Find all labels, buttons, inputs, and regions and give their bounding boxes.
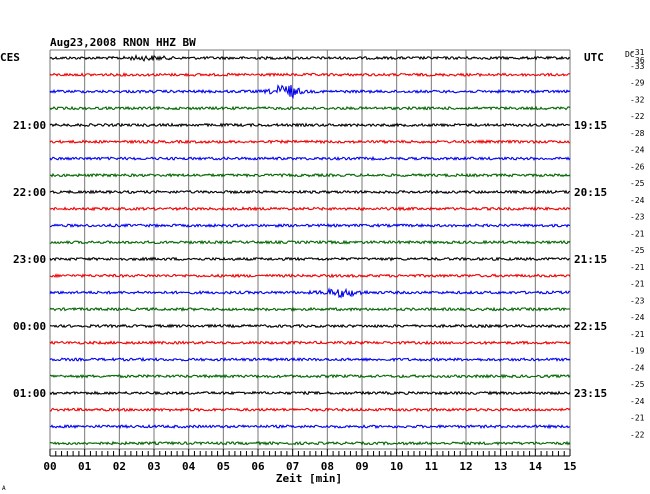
trace-line (49, 206, 571, 212)
chart-title: Aug23,2008 RNON HHZ BW (50, 36, 196, 49)
dc-offset-label: -28 (630, 129, 645, 138)
dc-offset-label: -19 (630, 347, 645, 356)
x-axis: 00 01 02 03 04 05 06 07 08 09 10 11 12 13 14 15 (43, 449, 577, 473)
right-time-label: 20:15 (574, 186, 607, 199)
left-time-label: 01:00 (13, 387, 46, 400)
dc-offset-label: -25 (630, 380, 645, 389)
dc-offset-label: -21 (630, 263, 645, 272)
dc-offset-label: -24 (630, 146, 645, 155)
trace-line (49, 239, 571, 245)
trace-line (49, 407, 571, 413)
x-tick-label: 03 (147, 460, 160, 473)
right-time-label: 21:15 (574, 253, 607, 266)
trace-line (49, 155, 571, 161)
x-tick-label: 15 (563, 460, 576, 473)
dc-offset-label: -23 (630, 213, 645, 222)
x-tick-label: 12 (459, 460, 472, 473)
trace-line (49, 223, 571, 229)
trace-line (49, 256, 571, 262)
dc-offset-labels: -33 -29 -32 -22 -28 -24 -26 -25 -24 -23 -21 -25 -21 -… (630, 48, 645, 440)
right-axis-label: UTC (584, 51, 604, 64)
dc-offset-label: -23 (630, 296, 645, 305)
x-tick-label: 05 (217, 460, 230, 473)
left-time-label: 22:00 (13, 186, 46, 199)
trace-line (49, 273, 571, 279)
trace-line (49, 356, 571, 363)
dc-offset-label: -22 (630, 112, 645, 121)
dc-offset-label: -32 (630, 95, 645, 104)
trace-line (49, 340, 571, 346)
dc-offset-label: -31 (630, 48, 645, 57)
right-time-label: 22:15 (574, 320, 607, 333)
trace-line (49, 390, 571, 396)
dc-offset-label: -26 (630, 162, 645, 171)
grid (49, 49, 571, 450)
trace-line (49, 122, 571, 128)
dc-label: DC (625, 50, 635, 59)
x-axis-title: Zeit [min] (276, 472, 342, 485)
dc-offset-label: -24 (630, 363, 645, 372)
trace-line (49, 72, 571, 78)
left-time-label: 21:00 (13, 119, 46, 132)
trace-line (49, 423, 571, 430)
x-tick-label: 14 (529, 460, 543, 473)
left-time-labels: 21:00 22:00 23:00 00:00 01:00 (13, 119, 46, 400)
x-tick-label: 13 (494, 460, 507, 473)
traces (49, 54, 571, 446)
dc-offset-label: -21 (630, 330, 645, 339)
dc-offset-label: -24 (630, 313, 645, 322)
trace-line (49, 189, 571, 195)
x-tick-label: 07 (286, 460, 299, 473)
x-tick-label: 10 (390, 460, 403, 473)
dc-offset-label: -22 (630, 430, 645, 439)
x-tick-label: 06 (251, 460, 265, 473)
x-tick-label: 01 (78, 460, 92, 473)
trace-line (49, 139, 571, 145)
dc-offset-label: -21 (630, 229, 645, 238)
trace-line (49, 306, 571, 312)
x-tick-label: 09 (355, 460, 368, 473)
dc-offset-label: -24 (630, 196, 645, 205)
trace-line (49, 54, 571, 62)
trace-line (49, 172, 571, 178)
dc-offset-label: -25 (630, 179, 645, 188)
dc-offset-label: -24 (630, 397, 645, 406)
dc-first-suffix: 36 (635, 56, 645, 65)
dc-offset-label: -25 (630, 246, 645, 255)
x-tick-label: 04 (182, 460, 196, 473)
x-tick-label: 00 (43, 460, 56, 473)
right-time-label: 19:15 (574, 119, 607, 132)
right-time-labels: 19:15 20:15 21:15 22:15 23:15 (574, 119, 607, 400)
trace-line (49, 440, 571, 446)
dc-offset-label: -21 (630, 280, 645, 289)
dc-offset-label: -29 (630, 79, 645, 88)
trace-line (49, 84, 571, 99)
trace-line (49, 373, 571, 380)
x-tick-label: 08 (321, 460, 334, 473)
dc-offset-label: -21 (630, 414, 645, 423)
dc-offset-label: -33 (630, 62, 645, 71)
trace-line (49, 323, 571, 329)
left-time-label: 00:00 (13, 320, 46, 333)
trace-line (49, 287, 571, 299)
right-time-label: 23:15 (574, 387, 607, 400)
x-tick-label: 11 (425, 460, 439, 473)
left-axis-label: CES (0, 51, 20, 64)
left-time-label: 23:00 (13, 253, 46, 266)
x-tick-label: 02 (113, 460, 126, 473)
corner-mark: A (2, 485, 6, 492)
trace-line (49, 105, 571, 111)
